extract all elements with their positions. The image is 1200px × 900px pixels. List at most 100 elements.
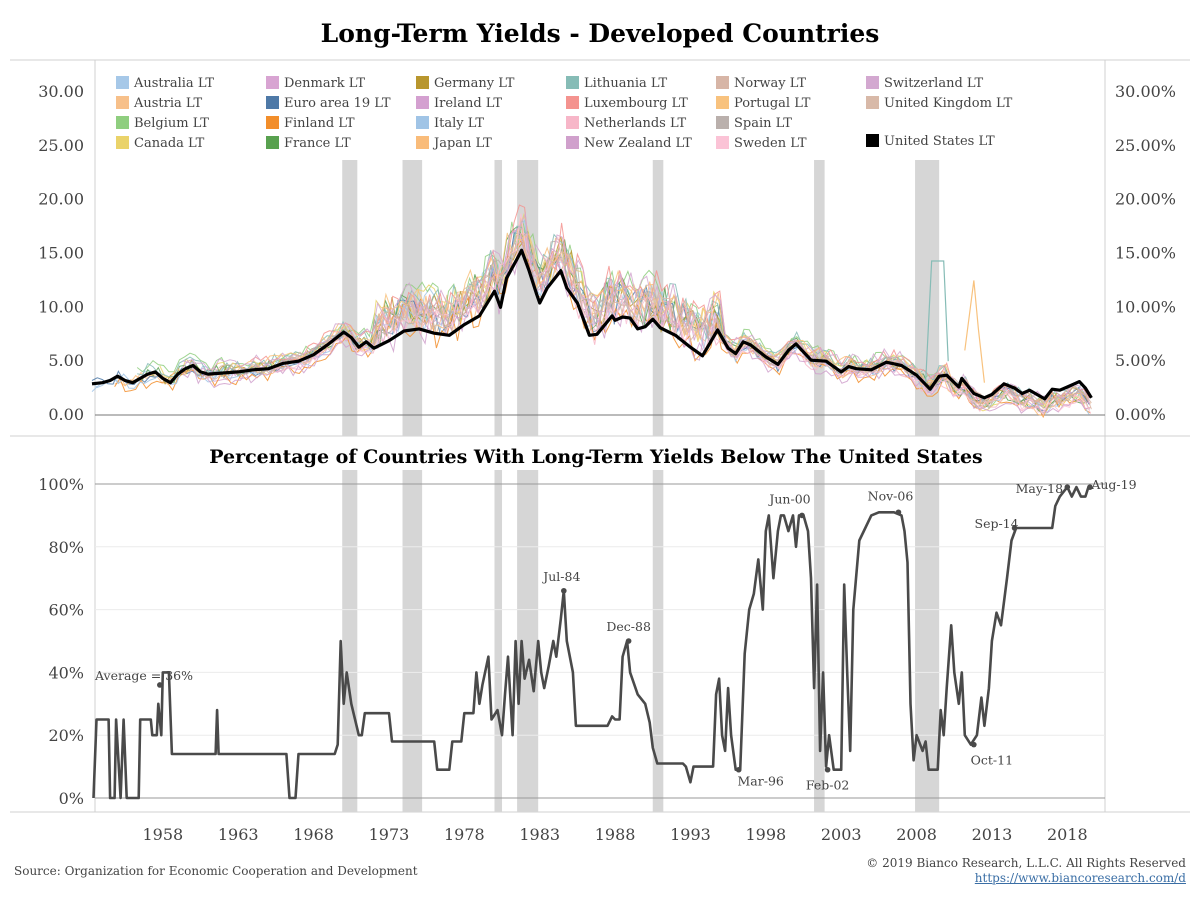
legend-swatch-22 (866, 134, 879, 147)
annotation-label-7: Oct-11 (971, 753, 1013, 768)
annotation-label-9: May-18 (1016, 481, 1063, 496)
bottom-tick-1: 20% (48, 726, 84, 745)
legend-swatch-18 (716, 116, 729, 129)
annotation-label-5: Feb-02 (806, 778, 850, 793)
annotation-dot-10 (1087, 484, 1093, 490)
percentage-series (92, 485, 1090, 800)
series-line-10 (91, 218, 1090, 415)
legend-swatch-7 (266, 136, 279, 149)
legend-swatch-5 (266, 96, 279, 109)
us-series (91, 248, 1093, 401)
legend-label-2: Belgium LT (134, 116, 209, 131)
top-right-tick-3: 15.00% (1115, 244, 1176, 263)
top-left-tick-4: 20.00 (38, 190, 84, 209)
x-tick-2003: 2003 (821, 825, 862, 844)
x-tick-1978: 1978 (444, 825, 485, 844)
top-right-tick-1: 5.00% (1115, 351, 1166, 370)
lithuania-spike (925, 260, 949, 383)
legend-label-4: Denmark LT (284, 76, 365, 91)
recession-band-bottom-2 (494, 470, 503, 812)
bottom-tick-2: 40% (48, 663, 84, 682)
series-line-11 (114, 217, 1091, 417)
top-left-tick-5: 25.00 (38, 136, 84, 155)
legend-swatch-9 (416, 96, 429, 109)
legend-label-8: Germany LT (434, 76, 515, 91)
main-title: Long-Term Yields - Developed Countries (321, 19, 880, 48)
legend-swatch-2 (116, 116, 129, 129)
legend-label-15: New Zealand LT (584, 136, 692, 151)
legend-swatch-1 (116, 96, 129, 109)
legend-swatch-21 (866, 96, 879, 109)
series-line-16 (204, 218, 1092, 410)
legend: Australia LT Austria LT Belgium LT Canada L… (116, 76, 1013, 151)
annotation-label-10: Aug-19 (1090, 477, 1136, 492)
legend-swatch-11 (416, 136, 429, 149)
legend-swatch-16 (716, 76, 729, 89)
annotation-label-3: Mar-96 (738, 774, 784, 789)
legend-label-13: Luxembourg LT (584, 96, 688, 111)
recession-band-bottom-4 (652, 470, 664, 812)
bottom-tick-0: 0% (59, 789, 84, 808)
legend-swatch-8 (416, 76, 429, 89)
website-link[interactable]: https://www.biancoresearch.com/d (975, 871, 1186, 885)
recession-band-top-6 (915, 160, 940, 436)
recession-band-top-3 (517, 160, 539, 436)
annotation-dot-9 (1064, 484, 1071, 490)
legend-label-1: Austria LT (133, 96, 202, 111)
x-tick-1983: 1983 (519, 825, 560, 844)
legend-label-3: Canada LT (134, 136, 205, 151)
annotation-dot-1 (561, 587, 567, 594)
recession-bands (342, 160, 940, 812)
x-tick-1963: 1963 (218, 825, 259, 844)
legend-label-14: Netherlands LT (584, 116, 687, 131)
annotation-label-4: Jun-00 (767, 491, 810, 506)
legend-swatch-3 (116, 136, 129, 149)
legend-swatch-17 (716, 96, 729, 109)
legend-label-11: Japan LT (432, 136, 492, 151)
us-yield-line (91, 248, 1093, 401)
website-link-anchor[interactable]: https://www.biancoresearch.com/d (974, 871, 1186, 885)
annotation-label-0: Average = 36% (94, 668, 193, 683)
annotation-dot-7 (971, 741, 977, 748)
legend-label-0: Australia LT (133, 76, 214, 91)
top-right-tick-2: 10.00% (1115, 297, 1176, 316)
recession-band-top-4 (652, 160, 664, 436)
legend-swatch-0 (116, 76, 129, 89)
x-tick-1998: 1998 (745, 825, 786, 844)
legend-label-7: France LT (284, 136, 351, 151)
annotation-dot-4 (799, 512, 805, 519)
plot-frames (10, 59, 1190, 813)
copyright-note: © 2019 Bianco Research, L.L.C. All Right… (866, 856, 1186, 870)
legend-label-19: Sweden LT (734, 136, 807, 151)
legend-label-12: Lithuania LT (584, 76, 667, 91)
bottom-tick-4: 80% (48, 538, 84, 557)
legend-swatch-14 (566, 116, 579, 129)
top-left-tick-1: 5.00 (48, 351, 84, 370)
series-line-20 (182, 212, 1091, 405)
top-right-tick-0: 0.00% (1115, 405, 1166, 424)
source-note: Source: Organization for Economic Cooper… (14, 864, 418, 878)
legend-label-17: Portugal LT (734, 96, 811, 111)
legend-swatch-13 (566, 96, 579, 109)
top-right-tick-5: 25.00% (1115, 136, 1176, 155)
legend-label-21: United Kingdom LT (884, 96, 1013, 111)
recession-band-bottom-0 (342, 470, 358, 812)
top-grid: 0.00 0.00% 5.00 5.00% 10.00 10.00% 15.00 15.00%… (38, 82, 1176, 424)
recession-band-bottom-3 (517, 470, 539, 812)
legend-swatch-4 (266, 76, 279, 89)
bottom-tick-5: 100% (38, 475, 84, 494)
legend-label-22: United States LT (884, 134, 995, 149)
annotation-dot-2 (625, 638, 632, 644)
annotation-dot-6 (895, 509, 902, 516)
portugal-spike (964, 280, 985, 383)
series-line-19 (272, 213, 1092, 414)
bottom-grid: 0% 20% 40% 60% 80% 100% (38, 475, 1105, 808)
recession-band-top-1 (402, 160, 423, 436)
bottom-tick-3: 60% (48, 601, 84, 620)
recession-band-bottom-1 (402, 470, 423, 812)
legend-swatch-12 (566, 76, 579, 89)
x-tick-1988: 1988 (595, 825, 636, 844)
annotations: Average = 36% Jul-84 Dec-88 Mar-96 Jun-00 Feb… (94, 477, 1137, 793)
legend-swatch-10 (416, 116, 429, 129)
